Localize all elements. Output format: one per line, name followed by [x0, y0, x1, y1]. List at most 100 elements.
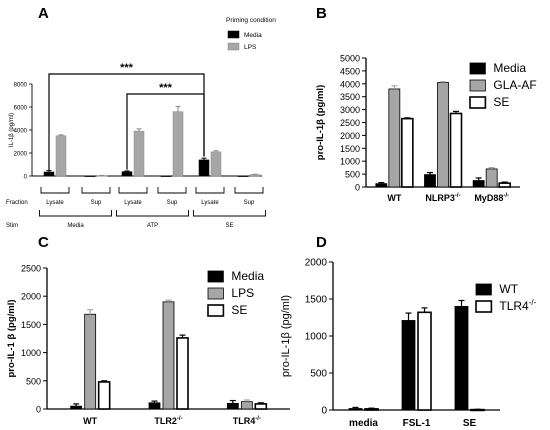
bar [176, 337, 189, 410]
stim-label: ATP [147, 223, 158, 229]
panel-a-chart: 0 2000 4000 6000 8000 IL-1β (pg/ml) *** *** Frac… [6, 17, 276, 229]
bar [97, 381, 111, 410]
legend-label: LPS [244, 44, 257, 51]
legend-label: Media [244, 32, 262, 39]
stim-bracket [193, 210, 266, 217]
y-tick-label: 1000 [340, 157, 360, 167]
bar [401, 320, 416, 411]
row-label-stim: Stim [6, 223, 18, 229]
y-tick-label: 8000 [14, 83, 28, 89]
legend-label: Media [231, 269, 264, 283]
legend-swatch [207, 270, 224, 283]
x-category-label: TLR4-/- [233, 416, 261, 426]
bar [172, 111, 184, 177]
legend-swatch [469, 96, 487, 109]
legend-label: SE [493, 95, 509, 109]
y-tick-label: 2000 [14, 152, 28, 158]
y-tick-label: 2500 [340, 118, 360, 128]
legend-swatch [469, 62, 486, 75]
y-tick-label: 1000 [305, 332, 328, 343]
bar [198, 159, 210, 177]
stim-label: Media [67, 223, 84, 229]
legend-label: GLA-AF [493, 78, 536, 92]
bar [424, 174, 436, 188]
x-category-label: MyD88-/- [474, 193, 509, 203]
significance-marker: *** [120, 62, 134, 74]
y-tick-label: 1500 [340, 144, 360, 154]
legend-swatch [227, 42, 240, 51]
bar [437, 82, 449, 188]
y-tick-label: 0 [321, 406, 327, 417]
bar [121, 171, 133, 177]
stim-bracket [116, 210, 189, 217]
y-tick-label: 3000 [340, 105, 360, 115]
fraction-bracket [118, 187, 148, 194]
fraction-label: Sup [244, 200, 255, 206]
panel-letter-b: B [316, 5, 327, 22]
x-category-label: SE [463, 418, 477, 429]
fraction-bracket [234, 187, 264, 194]
fraction-bracket [40, 187, 70, 194]
panel-c-chart: 0 500 1000 1500 2000 2500 pro-IL-1 β (pg/ml) WT… [6, 264, 290, 426]
y-tick-label: 4000 [340, 79, 360, 89]
legend-title: Priming condition [226, 17, 276, 24]
x-category-label: NLRP3-/- [425, 193, 460, 203]
significance-marker: *** [159, 82, 173, 94]
y-tick-label: 4500 [340, 66, 360, 76]
y-tick-label: 3500 [340, 92, 360, 102]
y-axis-label: pro-IL-1 β (pg/ml) [6, 299, 17, 377]
bar [210, 151, 222, 177]
legend-swatch [475, 300, 493, 313]
x-category-label: TLR2-/- [154, 416, 182, 426]
fraction-label: Lysate [201, 200, 219, 206]
y-tick-label: 500 [345, 170, 360, 180]
bar [162, 301, 175, 410]
legend-swatch [207, 304, 225, 317]
bar [449, 112, 463, 188]
bar [375, 183, 388, 188]
y-axis-label: pro-IL-1β (pg/ml) [280, 295, 292, 377]
y-tick-label: 500 [26, 376, 41, 386]
legend-swatch [469, 79, 486, 92]
row-label-fraction: Fraction [6, 200, 28, 206]
significance-bracket [126, 93, 205, 170]
panel-letter-c: C [38, 234, 49, 251]
legend-label: WT [499, 282, 518, 296]
bar [417, 311, 432, 411]
y-tick-label: 2000 [305, 258, 328, 269]
panel-letter-d: D [316, 234, 327, 251]
legend-swatch [227, 30, 240, 39]
y-tick-label: 0 [355, 183, 360, 193]
y-tick-label: 0 [24, 175, 28, 181]
legend-label: Media [493, 61, 526, 75]
bar [84, 313, 97, 410]
stim-label: SE [225, 223, 233, 229]
legend-label: LPS [231, 286, 254, 300]
x-category-label: FSL-1 [403, 418, 431, 429]
y-tick-label: 1500 [21, 320, 41, 330]
stim-bracket [39, 210, 112, 217]
bar [240, 401, 253, 410]
fraction-bracket [195, 187, 225, 194]
bar [55, 135, 67, 177]
fraction-bracket [81, 187, 111, 194]
legend-swatch [207, 287, 224, 300]
y-axis-label: pro-IL-1β (pg/ml) [315, 85, 326, 160]
y-tick-label: 2500 [21, 264, 41, 274]
x-category-label: WT [387, 193, 401, 203]
legend-label: SE [231, 303, 247, 317]
bar [249, 174, 261, 177]
bar [43, 171, 55, 177]
bar [498, 182, 511, 188]
fraction-label: Sup [167, 200, 178, 206]
legend-swatch [475, 283, 492, 296]
fraction-label: Lysate [46, 200, 64, 206]
panel-letter-a: A [38, 5, 49, 22]
y-tick-label: 1500 [305, 295, 328, 306]
x-category-label: media [349, 418, 378, 429]
y-tick-label: 0 [36, 405, 41, 415]
panel-d-chart: 0 500 1000 1500 2000 pro-IL-1β (pg/ml) media FS… [280, 258, 537, 430]
y-tick-label: 5000 [340, 54, 360, 64]
panel-b-chart: 0 500 1000 1500 2000 2500 3000 3500 4000 4500 5000… [315, 54, 537, 204]
fraction-label: Sup [91, 200, 102, 206]
